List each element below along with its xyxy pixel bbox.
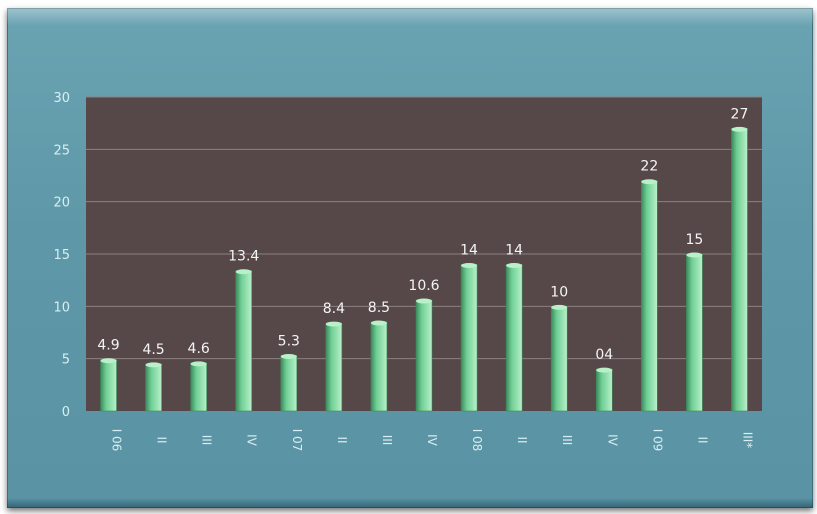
bar-top: [416, 298, 432, 304]
bar-top: [280, 354, 297, 360]
x-tick-label: I 06: [110, 429, 124, 452]
data-label: 4.5: [142, 342, 164, 358]
data-label: 10: [550, 284, 568, 300]
bar-top: [461, 262, 478, 268]
bars: [100, 126, 748, 412]
bar-top: [686, 252, 703, 258]
y-tick-label: 30: [53, 91, 70, 106]
y-tick-label: 25: [53, 143, 70, 158]
data-label: 27: [731, 106, 749, 122]
data-label: 8.4: [323, 301, 345, 317]
x-tick-label: IV: [605, 434, 619, 447]
bar: [145, 363, 162, 412]
bar-top: [506, 262, 523, 268]
x-tick-label: III: [560, 435, 574, 446]
bar-top: [145, 362, 162, 368]
x-tick-label: I 07: [290, 429, 304, 452]
x-tick-label: II: [695, 436, 709, 443]
bar: [415, 299, 433, 412]
y-tick-label: 5: [62, 353, 70, 368]
data-label: 4.9: [97, 338, 119, 354]
x-tick-label: IV: [245, 434, 259, 447]
bar-top: [551, 304, 568, 310]
x-axis: I 06 II III IV I 07 II III IV I 08 II III IV I 09 II I…: [110, 429, 755, 452]
data-label: 22: [640, 159, 658, 175]
bar: [370, 321, 388, 412]
data-label: 14: [505, 242, 523, 258]
data-label: 04: [595, 347, 613, 363]
x-tick-label: II: [155, 436, 169, 443]
bar: [100, 359, 117, 412]
data-label: 10.6: [408, 278, 439, 294]
bar: [190, 362, 207, 412]
x-tick-label: III: [380, 435, 394, 446]
data-label: 5.3: [278, 334, 300, 350]
bar: [280, 355, 298, 412]
bar-top: [596, 367, 613, 373]
y-tick-label: 10: [53, 300, 70, 315]
bar: [235, 270, 253, 412]
bar-top: [641, 179, 658, 185]
data-label: 4.6: [188, 341, 210, 357]
data-label: 15: [685, 232, 703, 248]
bar: [595, 368, 613, 412]
x-tick-label: II: [515, 436, 529, 443]
bar-top: [100, 358, 117, 364]
x-tick-label: I 08: [470, 429, 484, 452]
bar: [505, 264, 523, 412]
bar: [686, 253, 703, 412]
x-tick-label: III: [200, 435, 214, 446]
bar-top: [370, 320, 387, 326]
x-tick-label: III*: [740, 432, 754, 449]
bar: [550, 306, 568, 412]
bar-top: [325, 321, 342, 327]
x-tick-label: I 09: [650, 429, 664, 452]
data-label: 13.4: [228, 249, 259, 265]
bar: [641, 180, 658, 412]
data-label: 14: [460, 242, 478, 258]
bar-top: [235, 269, 252, 275]
bar: [731, 128, 748, 412]
x-tick-label: IV: [425, 434, 439, 447]
bar-top: [190, 361, 207, 367]
data-labels: 4.9 4.5 4.6 13.4 5.3 8.4 8.5 10.6 14 14 10 04 22 15 27: [97, 106, 748, 363]
data-label: 8.5: [368, 300, 390, 316]
y-tick-label: 20: [53, 196, 70, 211]
y-axis: 0 5 10 15 20 25 30: [53, 91, 70, 420]
bar: [325, 322, 343, 412]
bar: [460, 264, 478, 412]
bar-top: [731, 126, 748, 132]
y-tick-label: 0: [62, 405, 70, 420]
y-tick-label: 15: [53, 248, 70, 263]
x-tick-label: II: [335, 436, 349, 443]
